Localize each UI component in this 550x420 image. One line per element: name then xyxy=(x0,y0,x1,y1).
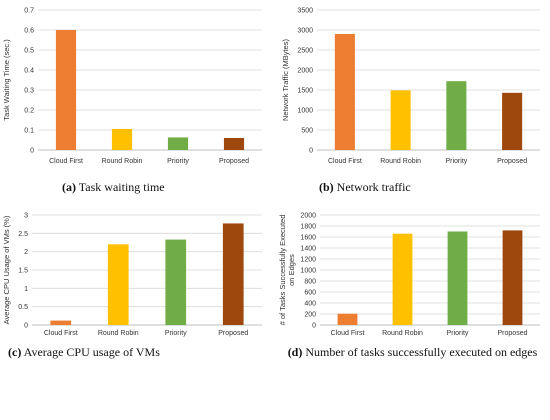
y-tick-label: 1800 xyxy=(300,224,316,231)
bar-proposed xyxy=(223,138,245,150)
bar-cloud-first xyxy=(55,30,77,150)
bar-proposed xyxy=(502,230,523,325)
y-tick-label: 1600 xyxy=(300,235,316,242)
y-tick-label: 500 xyxy=(301,128,313,135)
y-axis-label: Average CPU Usage of VMs (%) xyxy=(2,215,11,324)
y-tick-label: 1 xyxy=(24,286,28,293)
y-tick-label: 2000 xyxy=(297,68,313,75)
caption-c-letter: (c) xyxy=(8,345,22,359)
y-tick-label: 0.7 xyxy=(24,8,34,15)
x-category-label: Cloud First xyxy=(49,158,83,165)
caption-a-letter: (a) xyxy=(62,180,76,194)
y-tick-label: 0.2 xyxy=(24,108,34,115)
chart-panel-b: 0 500 1000 1500 2000 2500 3000 3500 Cloud First R… xyxy=(275,0,550,200)
x-category-label: Round Robin xyxy=(382,330,423,337)
y-tick-label: 1200 xyxy=(300,257,316,264)
chart-panel-a: 0 0.1 0.2 0.3 0.4 0.5 0.6 0.7 Cloud First Round R… xyxy=(0,0,270,200)
bar-priority xyxy=(447,231,468,325)
bar-round-robin xyxy=(392,233,413,325)
chart-c-svg: 0 0.5 1 1.5 2 2.5 3 Cloud First Round Robin Prior… xyxy=(2,213,262,337)
x-category-label: Cloud First xyxy=(331,330,365,337)
bar-cloud-first xyxy=(50,320,72,325)
caption-c: (c) Average CPU usage of VMs xyxy=(8,345,258,359)
chart-panel-d: 0 200 400 600 800 1000 1200 1400 1600 1800 2000 Clo… xyxy=(275,205,550,420)
chart-panel-c: 0 0.5 1 1.5 2 2.5 3 Cloud First Round Robin Prior… xyxy=(0,205,270,420)
y-axis-label: # of Tasks Successfully Executed xyxy=(278,215,287,326)
chart-d-svg: 0 200 400 600 800 1000 1200 1400 1600 1800 2000 Clo… xyxy=(278,213,540,337)
x-category-label: Round Robin xyxy=(98,330,139,337)
x-category-label: Round Robin xyxy=(380,158,421,165)
y-tick-label: 800 xyxy=(304,279,316,286)
y-tick-label: 1.5 xyxy=(18,268,28,275)
y-tick-label: 3500 xyxy=(297,8,313,15)
bar-round-robin xyxy=(390,90,411,150)
caption-a-text: Task waiting time xyxy=(78,180,165,194)
y-tick-label: 0.5 xyxy=(18,304,28,311)
x-category-label: Round Robin xyxy=(102,158,143,165)
y-tick-label: 2.5 xyxy=(18,231,28,238)
x-category-label: Proposed xyxy=(498,330,528,337)
y-tick-label: 2 xyxy=(24,249,28,256)
y-tick-label: 0.5 xyxy=(24,48,34,55)
bar-round-robin xyxy=(111,129,133,150)
x-category-label: Priority xyxy=(445,158,467,165)
bar-cloud-first xyxy=(334,34,355,150)
x-category-label: Proposed xyxy=(218,330,248,337)
chart-b-svg: 0 500 1000 1500 2000 2500 3000 3500 Cloud First R… xyxy=(281,8,540,165)
y-axis-label: Task Waiting Time (sec.) xyxy=(2,39,11,121)
y-tick-label: 0.1 xyxy=(24,128,34,135)
caption-d: (d) Number of tasks successfully execute… xyxy=(275,345,550,359)
x-category-label: Cloud First xyxy=(328,158,362,165)
y-tick-label: 1000 xyxy=(300,268,316,275)
y-tick-label: 3 xyxy=(24,213,28,220)
caption-a: (a) Task waiting time xyxy=(62,180,262,194)
y-tick-label: 2000 xyxy=(300,213,316,220)
caption-b-text: Network traffic xyxy=(336,180,411,194)
y-tick-label: 3000 xyxy=(297,28,313,35)
bar-cloud-first xyxy=(337,313,358,325)
y-tick-label: 0 xyxy=(30,148,34,155)
y-tick-label: 0.4 xyxy=(24,68,34,75)
caption-b-letter: (b) xyxy=(319,180,334,194)
bar-proposed xyxy=(502,92,523,150)
caption-d-letter: (d) xyxy=(287,345,303,359)
bar-proposed xyxy=(222,223,244,325)
chart-a-svg: 0 0.1 0.2 0.3 0.4 0.5 0.6 0.7 Cloud First Round R… xyxy=(2,8,262,165)
y-tick-label: 200 xyxy=(304,312,316,319)
y-tick-label: 1000 xyxy=(297,108,313,115)
y-tick-label: 1500 xyxy=(297,88,313,95)
y-tick-label: 0.6 xyxy=(24,28,34,35)
x-category-label: Priority xyxy=(167,158,189,165)
x-category-label: Proposed xyxy=(219,158,249,165)
bar-round-robin xyxy=(107,244,129,325)
y-tick-label: 0 xyxy=(312,323,316,330)
caption-c-text: Average CPU usage of VMs xyxy=(23,345,160,359)
y-tick-label: 0 xyxy=(24,323,28,330)
y-axis-label: Network Traffic (MBytes) xyxy=(281,39,290,121)
y-tick-label: 0.3 xyxy=(24,88,34,95)
x-category-label: Priority xyxy=(447,330,469,337)
caption-b: (b) Network traffic xyxy=(319,180,519,194)
y-tick-label: 400 xyxy=(304,301,316,308)
y-tick-label: 1400 xyxy=(300,246,316,253)
bar-priority xyxy=(446,81,467,150)
bar-priority xyxy=(167,137,189,150)
x-category-label: Priority xyxy=(165,330,187,337)
y-tick-label: 0 xyxy=(309,148,313,155)
caption-d-text: Number of tasks successfully executed on… xyxy=(305,345,538,359)
x-category-label: Proposed xyxy=(497,158,527,165)
y-tick-label: 600 xyxy=(304,290,316,297)
x-category-label: Cloud First xyxy=(44,330,78,337)
bar-priority xyxy=(165,239,187,325)
y-tick-label: 2500 xyxy=(297,48,313,55)
y-axis-label: on Edges xyxy=(287,254,296,286)
